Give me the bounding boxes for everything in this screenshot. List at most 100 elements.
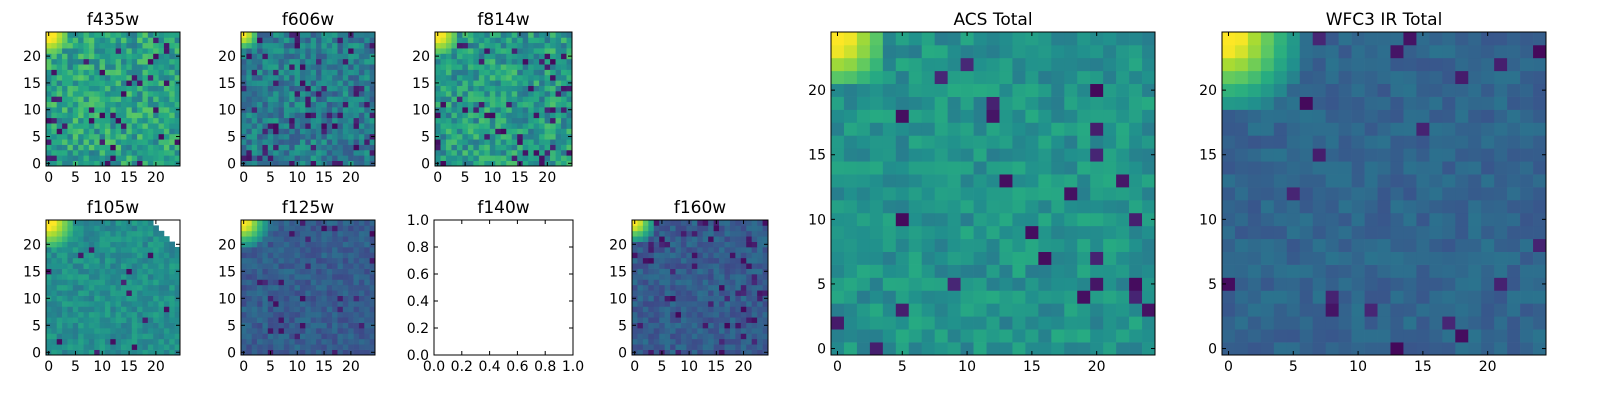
heatmap-cell [522, 139, 529, 145]
heatmap-cell [110, 328, 117, 334]
x-tick-label: 10 [288, 359, 306, 375]
heatmap-cell [353, 279, 360, 286]
heatmap-cell [131, 333, 138, 340]
heatmap-cell [484, 42, 491, 49]
axes-frame [433, 219, 574, 356]
heatmap-cell [1468, 277, 1482, 291]
heatmap-cell [78, 53, 84, 60]
heatmap-cell [713, 225, 720, 232]
heatmap-cell [1038, 109, 1052, 123]
heatmap-cell [262, 64, 269, 70]
heatmap-cell [1299, 290, 1314, 304]
heatmap-cell [299, 236, 306, 242]
heatmap-cell [321, 344, 328, 350]
heatmap-cell [686, 279, 693, 286]
heatmap-cell [440, 128, 447, 135]
heatmap-cell [142, 42, 149, 49]
heatmap-cell [856, 109, 871, 123]
heatmap-cell [257, 311, 263, 318]
heatmap-cell [746, 295, 753, 302]
heatmap-cell [973, 277, 987, 291]
heatmap-cell [321, 90, 328, 97]
heatmap-cell [973, 57, 987, 72]
heatmap-cell [751, 230, 758, 237]
heatmap-cell [1103, 187, 1117, 201]
heatmap-cell [478, 37, 485, 44]
heatmap-cell [1090, 329, 1104, 343]
heatmap-cell [533, 117, 540, 124]
heatmap-cell [332, 236, 338, 242]
heatmap-cell [435, 37, 441, 44]
heatmap-cell [174, 311, 181, 318]
heatmap-cell [831, 109, 845, 123]
heatmap-cell [137, 101, 143, 108]
heatmap-cell [358, 42, 365, 49]
heatmap-cell [467, 85, 474, 92]
heatmap-cell [1090, 135, 1104, 149]
heatmap-cell [326, 69, 333, 76]
heatmap-cell [653, 317, 660, 323]
heatmap-cell [257, 69, 263, 76]
x-tick-label: 15 [120, 170, 138, 186]
heatmap-cell [456, 155, 463, 161]
heatmap-cell [740, 236, 747, 242]
heatmap-cell [137, 32, 143, 38]
heatmap-cell [1025, 96, 1039, 110]
heatmap-cell [506, 96, 513, 103]
heatmap-cell [110, 53, 117, 60]
heatmap-cell [1312, 238, 1327, 252]
heatmap-cell [986, 32, 1000, 46]
heatmap-cell [51, 133, 58, 140]
heatmap-cell [241, 279, 247, 286]
heatmap-cell [1377, 174, 1391, 188]
heatmap-cell [691, 252, 698, 259]
heatmap-cell [299, 290, 306, 296]
heatmap-cell [478, 128, 485, 135]
heatmap-cell [62, 139, 68, 145]
heatmap-cell [83, 247, 90, 253]
heatmap-cell [533, 149, 540, 156]
heatmap-cell [251, 301, 258, 307]
heatmap-cell [94, 64, 100, 70]
heatmap-cell [262, 53, 269, 60]
heatmap-cell [99, 236, 106, 242]
heatmap-cell [735, 268, 742, 275]
heatmap-cell [358, 123, 365, 129]
heatmap-cell [294, 290, 301, 296]
heatmap-cell [131, 274, 138, 280]
heatmap-cell [94, 247, 100, 253]
heatmap-cell [566, 112, 573, 119]
heatmap-cell [500, 117, 507, 124]
heatmap-cell [843, 148, 858, 162]
heatmap-cell [495, 117, 502, 124]
heatmap-cell [321, 268, 328, 275]
heatmap-cell [1090, 225, 1104, 240]
heatmap-cell [131, 69, 138, 76]
heatmap-cell [337, 257, 344, 264]
heatmap-cell [147, 64, 154, 70]
heatmap-cell [364, 284, 370, 291]
heatmap-cell [1116, 238, 1130, 252]
heatmap-cell [321, 123, 328, 129]
heatmap-cell [999, 264, 1013, 278]
heatmap-cell [326, 263, 333, 269]
heatmap-cell [364, 42, 370, 49]
heatmap-cell [947, 238, 961, 252]
heatmap-cell [299, 241, 306, 248]
heatmap-cell [289, 128, 295, 135]
heatmap-cell [251, 311, 258, 318]
heatmap-cell [664, 284, 671, 291]
heatmap-cell [46, 48, 52, 54]
heatmap-cell [257, 290, 263, 296]
heatmap-cell [126, 252, 133, 259]
heatmap-cell [78, 123, 84, 129]
heatmap-cell [267, 241, 274, 248]
heatmap-cell [489, 112, 496, 119]
heatmap-cell [294, 80, 301, 86]
heatmap-cell [257, 160, 263, 167]
heatmap-cell [445, 107, 452, 113]
heatmap-cell [142, 58, 149, 65]
heatmap-cell [921, 316, 936, 330]
heatmap-cell [310, 160, 317, 167]
heatmap-cell [740, 274, 747, 280]
